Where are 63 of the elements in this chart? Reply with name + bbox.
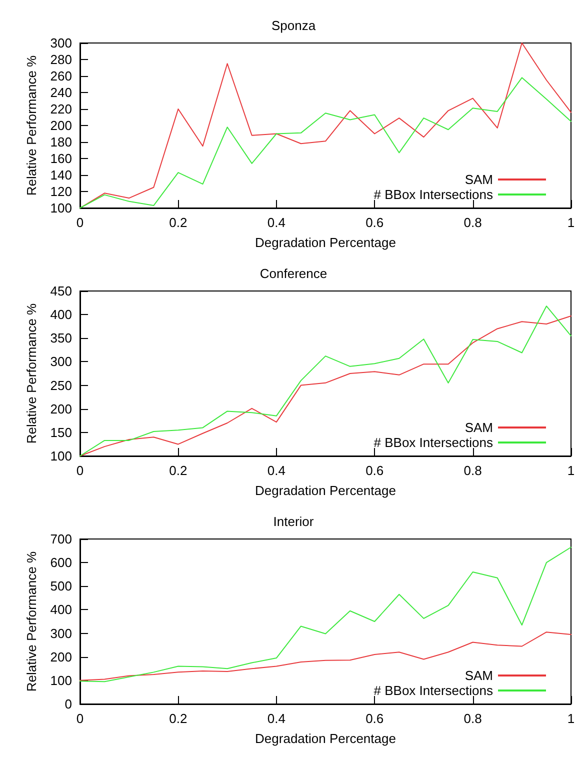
y-tick-label: 100 — [50, 200, 72, 216]
y-tick-label: 200 — [50, 401, 72, 416]
x-tick-label: 1 — [567, 463, 575, 478]
x-tick-label: 1 — [567, 711, 575, 726]
chart-title: Conference — [260, 266, 328, 281]
x-tick-label: 0.8 — [464, 215, 482, 230]
chart-title: Sponza — [271, 18, 316, 33]
y-axis-title: Relative Performance % — [24, 302, 39, 444]
y-tick-label: 250 — [50, 378, 72, 393]
y-tick-label: 700 — [50, 532, 72, 546]
y-tick-label: 400 — [50, 602, 72, 618]
x-axis-title: Degradation Percentage — [255, 483, 396, 498]
x-tick-label: 0.6 — [366, 711, 384, 726]
line-series — [80, 546, 572, 682]
legend-label: # BBox Intersections — [374, 187, 494, 202]
x-tick-label: 1 — [567, 215, 575, 230]
line-series — [80, 42, 572, 208]
y-tick-label: 300 — [50, 354, 72, 370]
line-series — [80, 632, 572, 681]
x-tick-label: 0 — [76, 215, 84, 230]
y-tick-label: 0 — [64, 696, 72, 712]
y-tick-label: 350 — [50, 330, 72, 346]
x-tick-label: 0 — [76, 711, 84, 726]
y-tick-label: 450 — [50, 284, 72, 298]
y-axis-title: Relative Performance % — [24, 54, 39, 196]
y-tick-label: 400 — [50, 307, 72, 322]
y-tick-label: 180 — [50, 134, 72, 150]
x-tick-label: 0.2 — [169, 711, 188, 726]
legend-label: SAM — [464, 668, 493, 683]
y-tick-label: 140 — [50, 168, 72, 182]
x-tick-label: 0.6 — [366, 463, 384, 478]
legend-label: SAM — [464, 420, 493, 435]
x-tick-label: 0 — [76, 463, 84, 478]
y-tick-label: 300 — [50, 36, 72, 50]
y-tick-label: 240 — [50, 85, 72, 100]
y-tick-label: 160 — [50, 151, 72, 166]
legend-label: # BBox Intersections — [374, 683, 494, 698]
y-axis-title: Relative Performance % — [24, 550, 39, 692]
y-tick-label: 220 — [50, 102, 72, 116]
y-tick-label: 260 — [50, 68, 72, 84]
x-tick-label: 0.4 — [267, 711, 286, 726]
x-tick-label: 0.2 — [169, 215, 188, 230]
y-tick-label: 100 — [50, 448, 72, 464]
x-axis-title: Degradation Percentage — [255, 235, 396, 250]
y-tick-label: 200 — [50, 118, 72, 133]
legend-label: SAM — [464, 172, 493, 187]
x-tick-label: 0.6 — [366, 215, 384, 230]
x-tick-label: 0.8 — [464, 711, 482, 726]
y-tick-label: 200 — [50, 649, 72, 664]
x-tick-label: 0.2 — [169, 463, 188, 478]
y-tick-label: 300 — [50, 626, 72, 641]
y-tick-label: 120 — [50, 184, 72, 199]
x-tick-label: 0.4 — [267, 463, 286, 478]
y-tick-label: 100 — [50, 672, 72, 688]
chart-title: Interior — [273, 514, 314, 529]
y-tick-label: 280 — [50, 52, 72, 67]
x-tick-label: 0.4 — [267, 215, 286, 230]
y-tick-label: 600 — [50, 555, 72, 570]
y-tick-label: 150 — [50, 424, 72, 440]
legend-label: # BBox Intersections — [374, 435, 494, 450]
y-tick-label: 500 — [50, 578, 72, 594]
x-tick-label: 0.8 — [464, 463, 482, 478]
x-axis-title: Degradation Percentage — [255, 731, 396, 746]
